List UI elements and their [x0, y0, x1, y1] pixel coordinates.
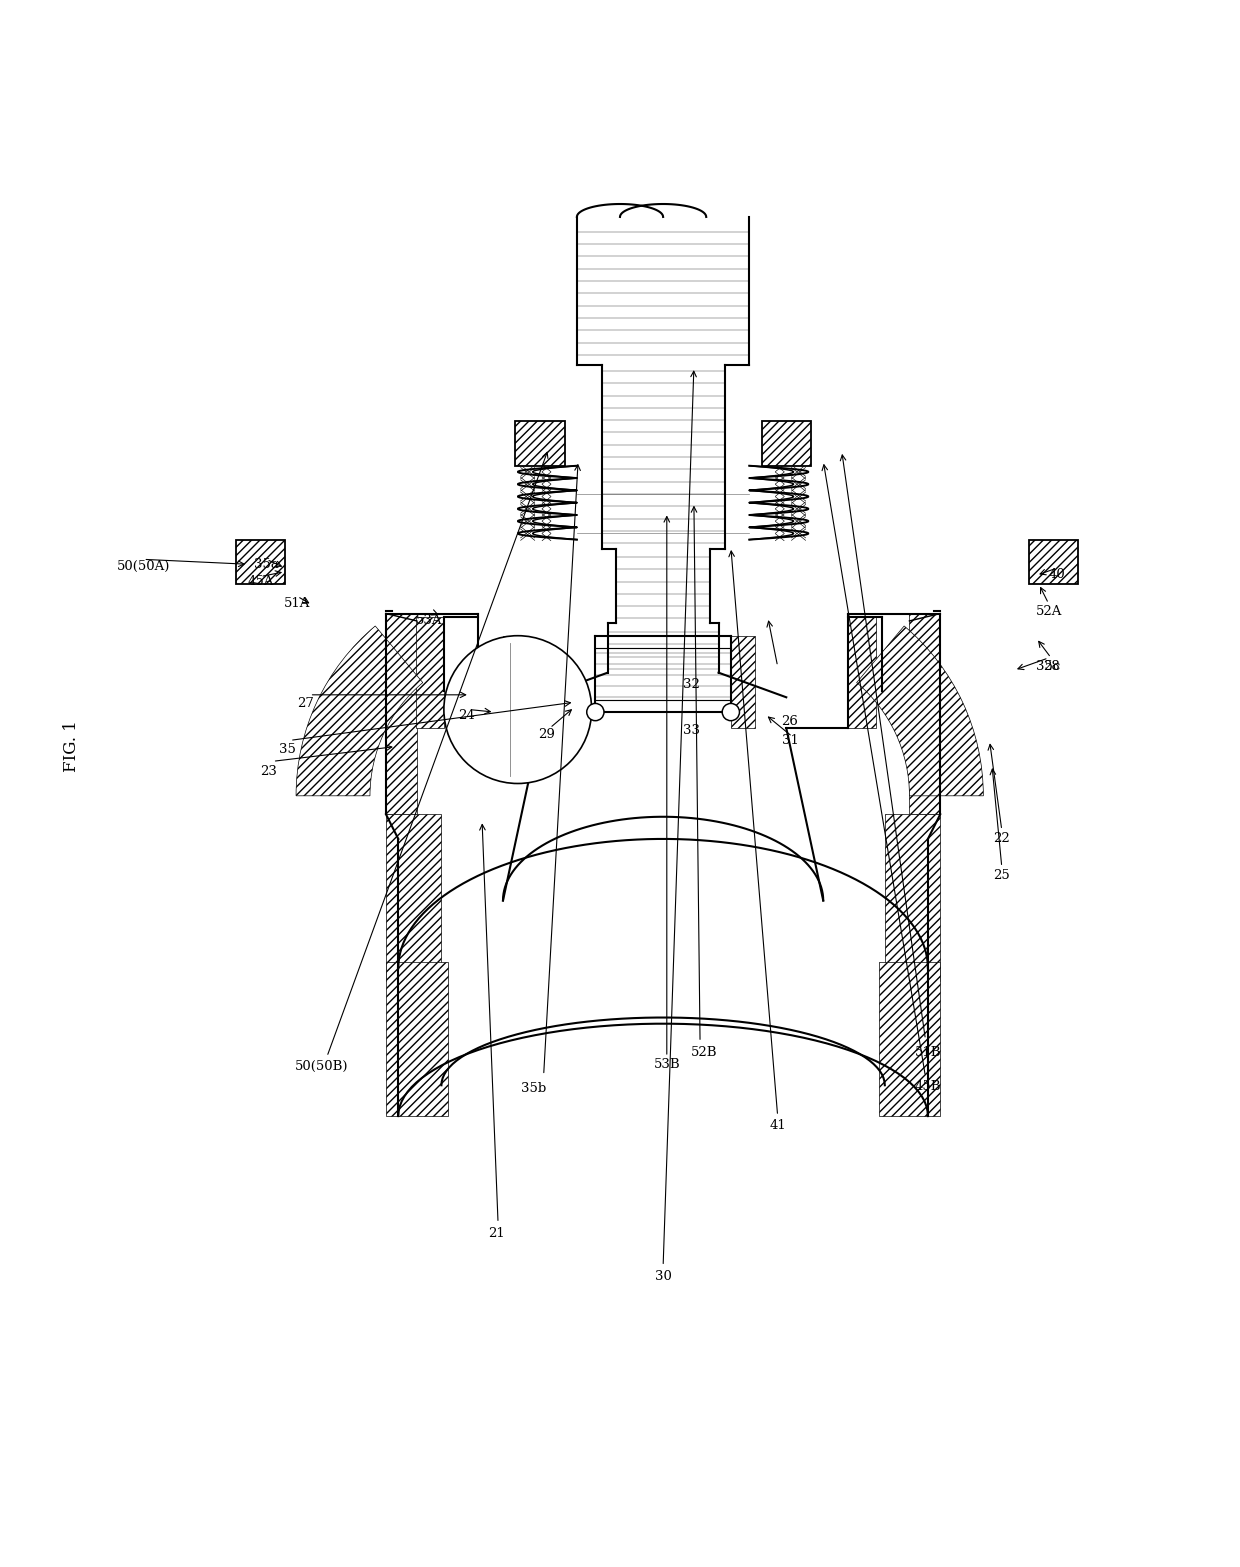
Circle shape — [587, 704, 604, 721]
Text: 23: 23 — [260, 765, 278, 777]
Text: 51B: 51B — [915, 1045, 941, 1058]
Text: 30: 30 — [655, 1269, 672, 1283]
Text: 28: 28 — [1043, 660, 1059, 672]
Text: 45B: 45B — [915, 1080, 941, 1094]
Bar — [885, 815, 940, 981]
Bar — [848, 617, 877, 729]
Text: 50(50A): 50(50A) — [117, 561, 170, 574]
Text: 29: 29 — [538, 727, 554, 741]
Text: 53B: 53B — [653, 1058, 680, 1070]
Text: 25: 25 — [993, 870, 1011, 882]
Text: 51A: 51A — [284, 597, 310, 610]
Bar — [516, 422, 564, 465]
Text: 33: 33 — [683, 724, 699, 736]
Text: 41: 41 — [769, 1119, 786, 1133]
Bar — [516, 422, 564, 465]
Text: 50(50B): 50(50B) — [295, 1061, 348, 1073]
Bar — [879, 962, 940, 1116]
Wedge shape — [296, 625, 423, 796]
Circle shape — [444, 636, 591, 784]
Bar — [386, 815, 441, 981]
Text: 45A: 45A — [247, 575, 274, 588]
Bar — [761, 422, 811, 465]
Text: 35c: 35c — [1037, 660, 1060, 672]
Text: 52B: 52B — [691, 1045, 717, 1058]
Bar — [386, 962, 448, 1116]
Circle shape — [722, 704, 739, 721]
Text: 32: 32 — [683, 679, 699, 691]
Wedge shape — [857, 625, 983, 796]
Bar — [730, 636, 755, 729]
Text: 53A: 53A — [415, 614, 443, 627]
Text: 35: 35 — [279, 743, 296, 755]
Text: 40: 40 — [1049, 567, 1065, 581]
Text: 26: 26 — [781, 716, 799, 729]
Text: 21: 21 — [489, 1227, 505, 1239]
Bar — [761, 422, 811, 465]
Bar — [415, 617, 444, 729]
Bar — [386, 614, 417, 815]
Text: 27: 27 — [298, 697, 315, 710]
Text: 24: 24 — [458, 710, 475, 722]
Bar — [236, 539, 285, 584]
Text: 35a: 35a — [254, 558, 279, 570]
Bar — [236, 539, 285, 584]
Bar — [1029, 539, 1078, 584]
Bar — [909, 614, 940, 815]
Text: FIG. 1: FIG. 1 — [63, 721, 81, 773]
Text: 52A: 52A — [1035, 605, 1061, 617]
Text: 22: 22 — [993, 832, 1011, 846]
Text: 31: 31 — [781, 733, 799, 747]
Bar — [503, 636, 528, 729]
Text: 35b: 35b — [521, 1083, 547, 1095]
Bar — [1029, 539, 1078, 584]
